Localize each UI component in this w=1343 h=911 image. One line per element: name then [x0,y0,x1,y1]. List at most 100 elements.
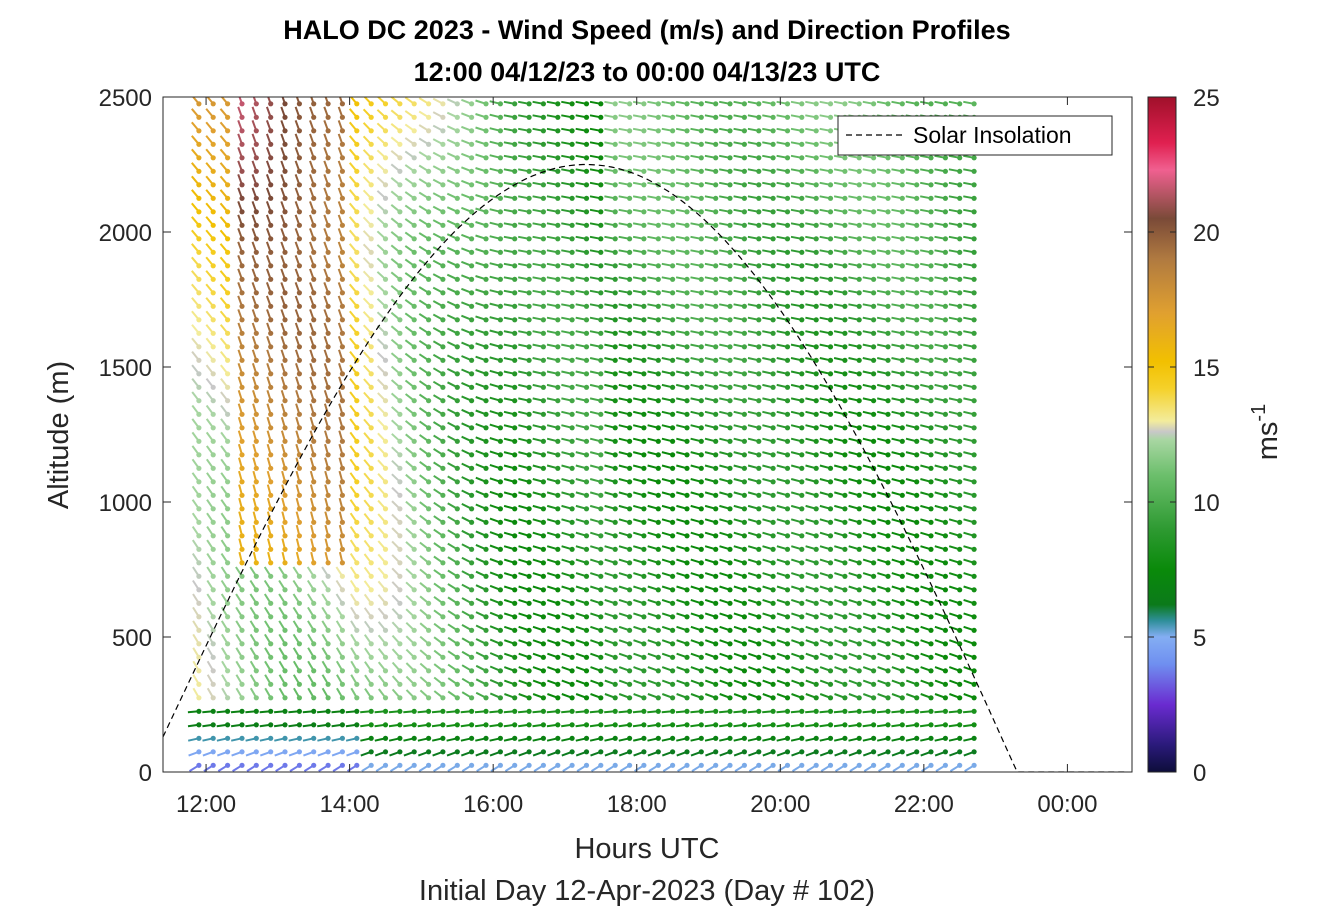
wind-barb-point [296,735,302,741]
wind-barb-point [454,195,460,201]
wind-barb-point [856,263,862,269]
wind-barb-point [411,452,417,458]
wind-barb-point [871,533,877,539]
wind-barb-point [454,411,460,417]
wind-barb-point [598,317,604,323]
wind-barb-point [741,749,748,755]
wind-barb-point [382,398,389,404]
wind-barb-point [311,371,317,377]
wind-barb-point [641,398,647,404]
wind-barb-point [382,654,389,660]
wind-barb-point [727,668,733,674]
wind-barb-point [813,276,819,282]
wind-barb-point [813,641,819,647]
wind-barb-point [598,708,604,714]
wind-barb-point [225,330,231,336]
wind-barb-point [583,708,590,714]
wind-barb-point [526,681,532,687]
wind-barb-point [813,533,819,539]
wind-barb-point [698,708,704,714]
wind-barb-point [770,155,776,161]
wind-barb-point [483,506,489,512]
wind-barb-point [397,222,403,228]
wind-barb-point [655,519,661,525]
wind-barb-point [627,222,633,228]
wind-barb-point [612,290,618,296]
wind-barb-point [339,195,345,201]
wind-barb-point [426,708,432,714]
wind-barb-point [210,182,216,188]
wind-barb-point [727,614,733,620]
wind-barb-point [426,236,432,242]
wind-barb-point [253,573,259,579]
wind-barb-point [569,573,575,579]
wind-barb-point [670,317,676,323]
wind-barb-point [827,317,834,323]
wind-barb-point [469,749,475,755]
wind-barb-point [268,182,274,188]
wind-barb-point [296,141,302,147]
wind-barb-point [497,236,503,242]
wind-barb-point [842,479,848,485]
wind-barb-point [426,411,432,417]
wind-barb-point [813,101,819,107]
wind-barb-point [368,276,374,282]
wind-barb-point [282,344,288,350]
wind-barb-point [885,317,891,323]
wind-barb-point [469,695,475,701]
wind-barb-point [856,668,862,674]
wind-barb-point [440,560,446,566]
wind-barb-point [569,425,575,431]
wind-barb-point [540,506,547,512]
wind-barb-point [598,452,604,458]
wind-barb-point [583,101,590,107]
wind-barb-point [426,749,432,755]
wind-barb-point [612,344,618,350]
wind-barb-point [540,587,547,593]
wind-barb-point [497,506,503,512]
wind-barb-point [770,182,776,188]
wind-barb-point [756,371,762,377]
wind-barb-point [756,303,762,309]
wind-barb-point [526,465,532,471]
wind-barb-point [799,735,805,741]
wind-barb-point [784,614,791,620]
wind-barb-point [325,182,331,188]
wind-barb-point [454,290,460,296]
wind-barb-point [569,438,575,444]
wind-barb-point [598,668,604,674]
wind-barb-point [842,749,848,755]
wind-barb-point [325,492,331,498]
wind-barb-point [426,533,432,539]
wind-barb-point [253,735,259,741]
wind-barb-point [339,276,345,282]
wind-barb-point [210,438,216,444]
wind-barb-point [526,128,532,134]
wind-barb-point [325,519,331,525]
wind-barb-point [842,587,848,593]
wind-barb-point [612,411,618,417]
wind-barb-point [842,155,848,161]
wind-barb-point [397,128,403,134]
wind-barb-point [583,263,590,269]
wind-barb-point [253,708,259,714]
wind-barb-point [440,587,446,593]
wind-barb-point [713,506,719,512]
wind-barb-point [325,465,331,471]
wind-barb-point [526,735,532,741]
wind-barb-point [799,465,805,471]
wind-barb-point [454,168,460,174]
wind-barb-point [526,195,532,201]
wind-barb-point [698,101,704,107]
wind-barb-point [440,573,446,579]
wind-barb-point [727,330,733,336]
wind-barb-point [741,411,748,417]
wind-barb-point [713,290,719,296]
wind-barb-point [871,263,877,269]
wind-barb-point [698,411,704,417]
wind-barb-point [483,236,489,242]
wind-barb-point [225,479,231,485]
wind-barb-point [196,155,202,161]
wind-barb-point [311,263,317,269]
wind-barb-point [311,209,317,215]
